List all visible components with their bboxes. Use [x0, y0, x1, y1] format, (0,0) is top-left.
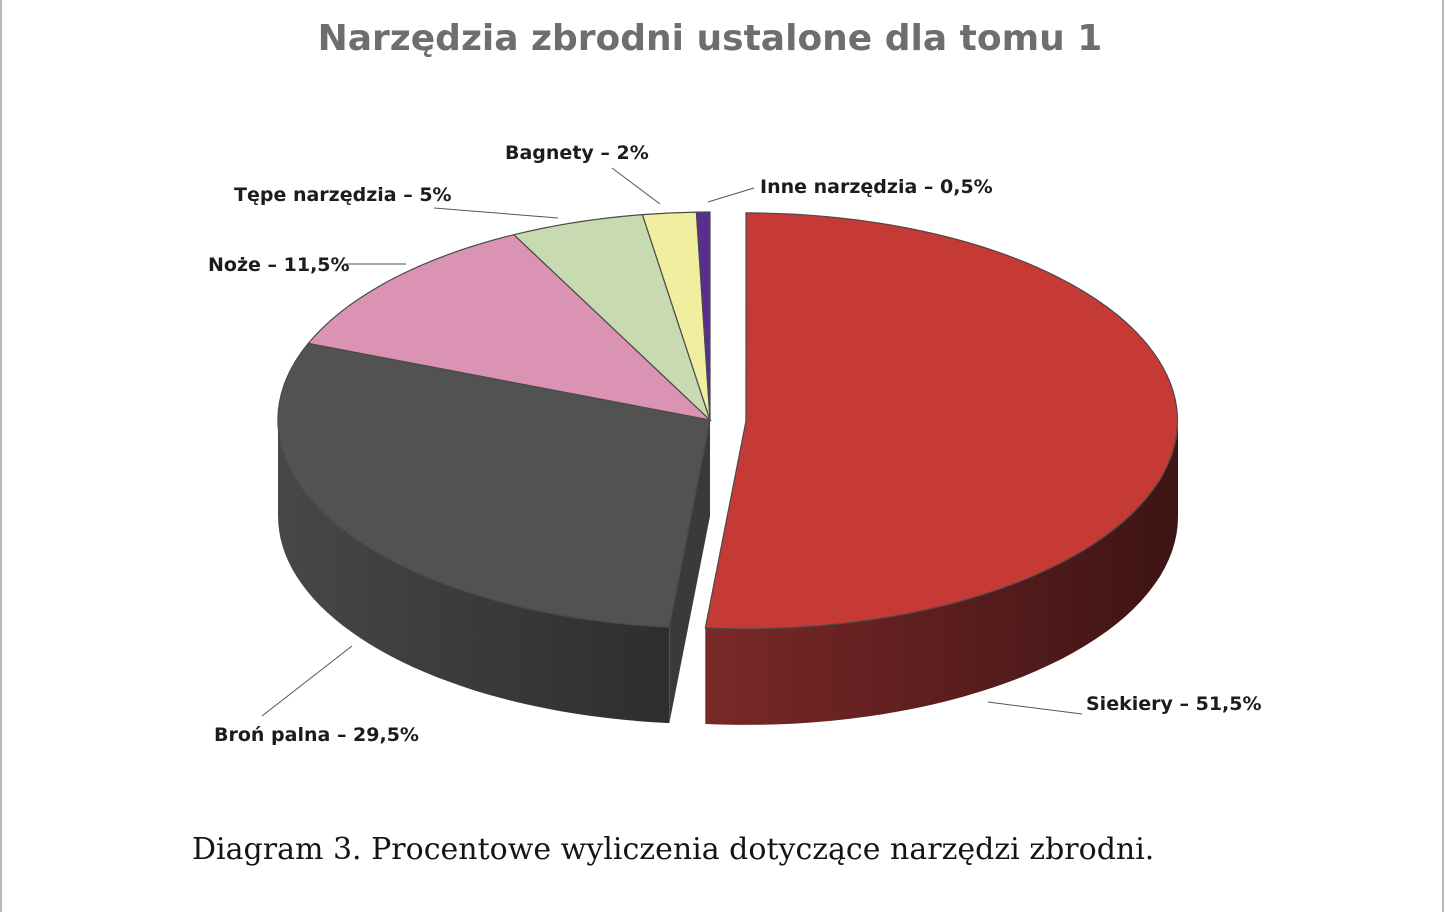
slice-siekiery [704, 212, 1179, 630]
pie-labels: Siekiery – 51,5% Broń palna – 29,5% Noże –… [208, 142, 1262, 746]
slice-noze [307, 234, 712, 421]
slice-side-bron-palna [278, 420, 670, 724]
slice-label-bron-palna: Broń palna – 29,5% [214, 724, 419, 746]
slice-label-bagnety: Bagnety – 2% [505, 142, 649, 164]
slice-label-inne-narzedzia: Inne narzędzia – 0,5% [760, 176, 993, 198]
leader-line-inne-narzedzia [707, 187, 755, 203]
slice-wall-bron-palna [669, 420, 710, 724]
chart-title: Narzędzia zbrodni ustalone dla tomu 1 [318, 18, 1103, 59]
slice-label-tepe-narzedzia: Tępe narzędzia – 5% [234, 184, 452, 206]
slice-label-noze: Noże – 11,5% [208, 254, 350, 276]
slice-bron-palna [277, 342, 711, 628]
pie-tops [277, 211, 1179, 630]
leader-line-tepe-narzedzia [433, 207, 559, 219]
leader-line-siekiery [987, 701, 1083, 715]
slice-label-siekiery: Siekiery – 51,5% [1086, 693, 1262, 715]
leader-line-bron-palna [261, 645, 353, 717]
pie-sides [278, 420, 1178, 725]
slice-inne-narzedzia [695, 211, 711, 421]
leader-line-bagnety [611, 167, 661, 205]
slice-side-siekiery [705, 420, 1178, 725]
figure-caption: Diagram 3. Procentowe wyliczenia dotyczą… [192, 832, 1155, 867]
pie-leader-lines [261, 167, 1083, 717]
